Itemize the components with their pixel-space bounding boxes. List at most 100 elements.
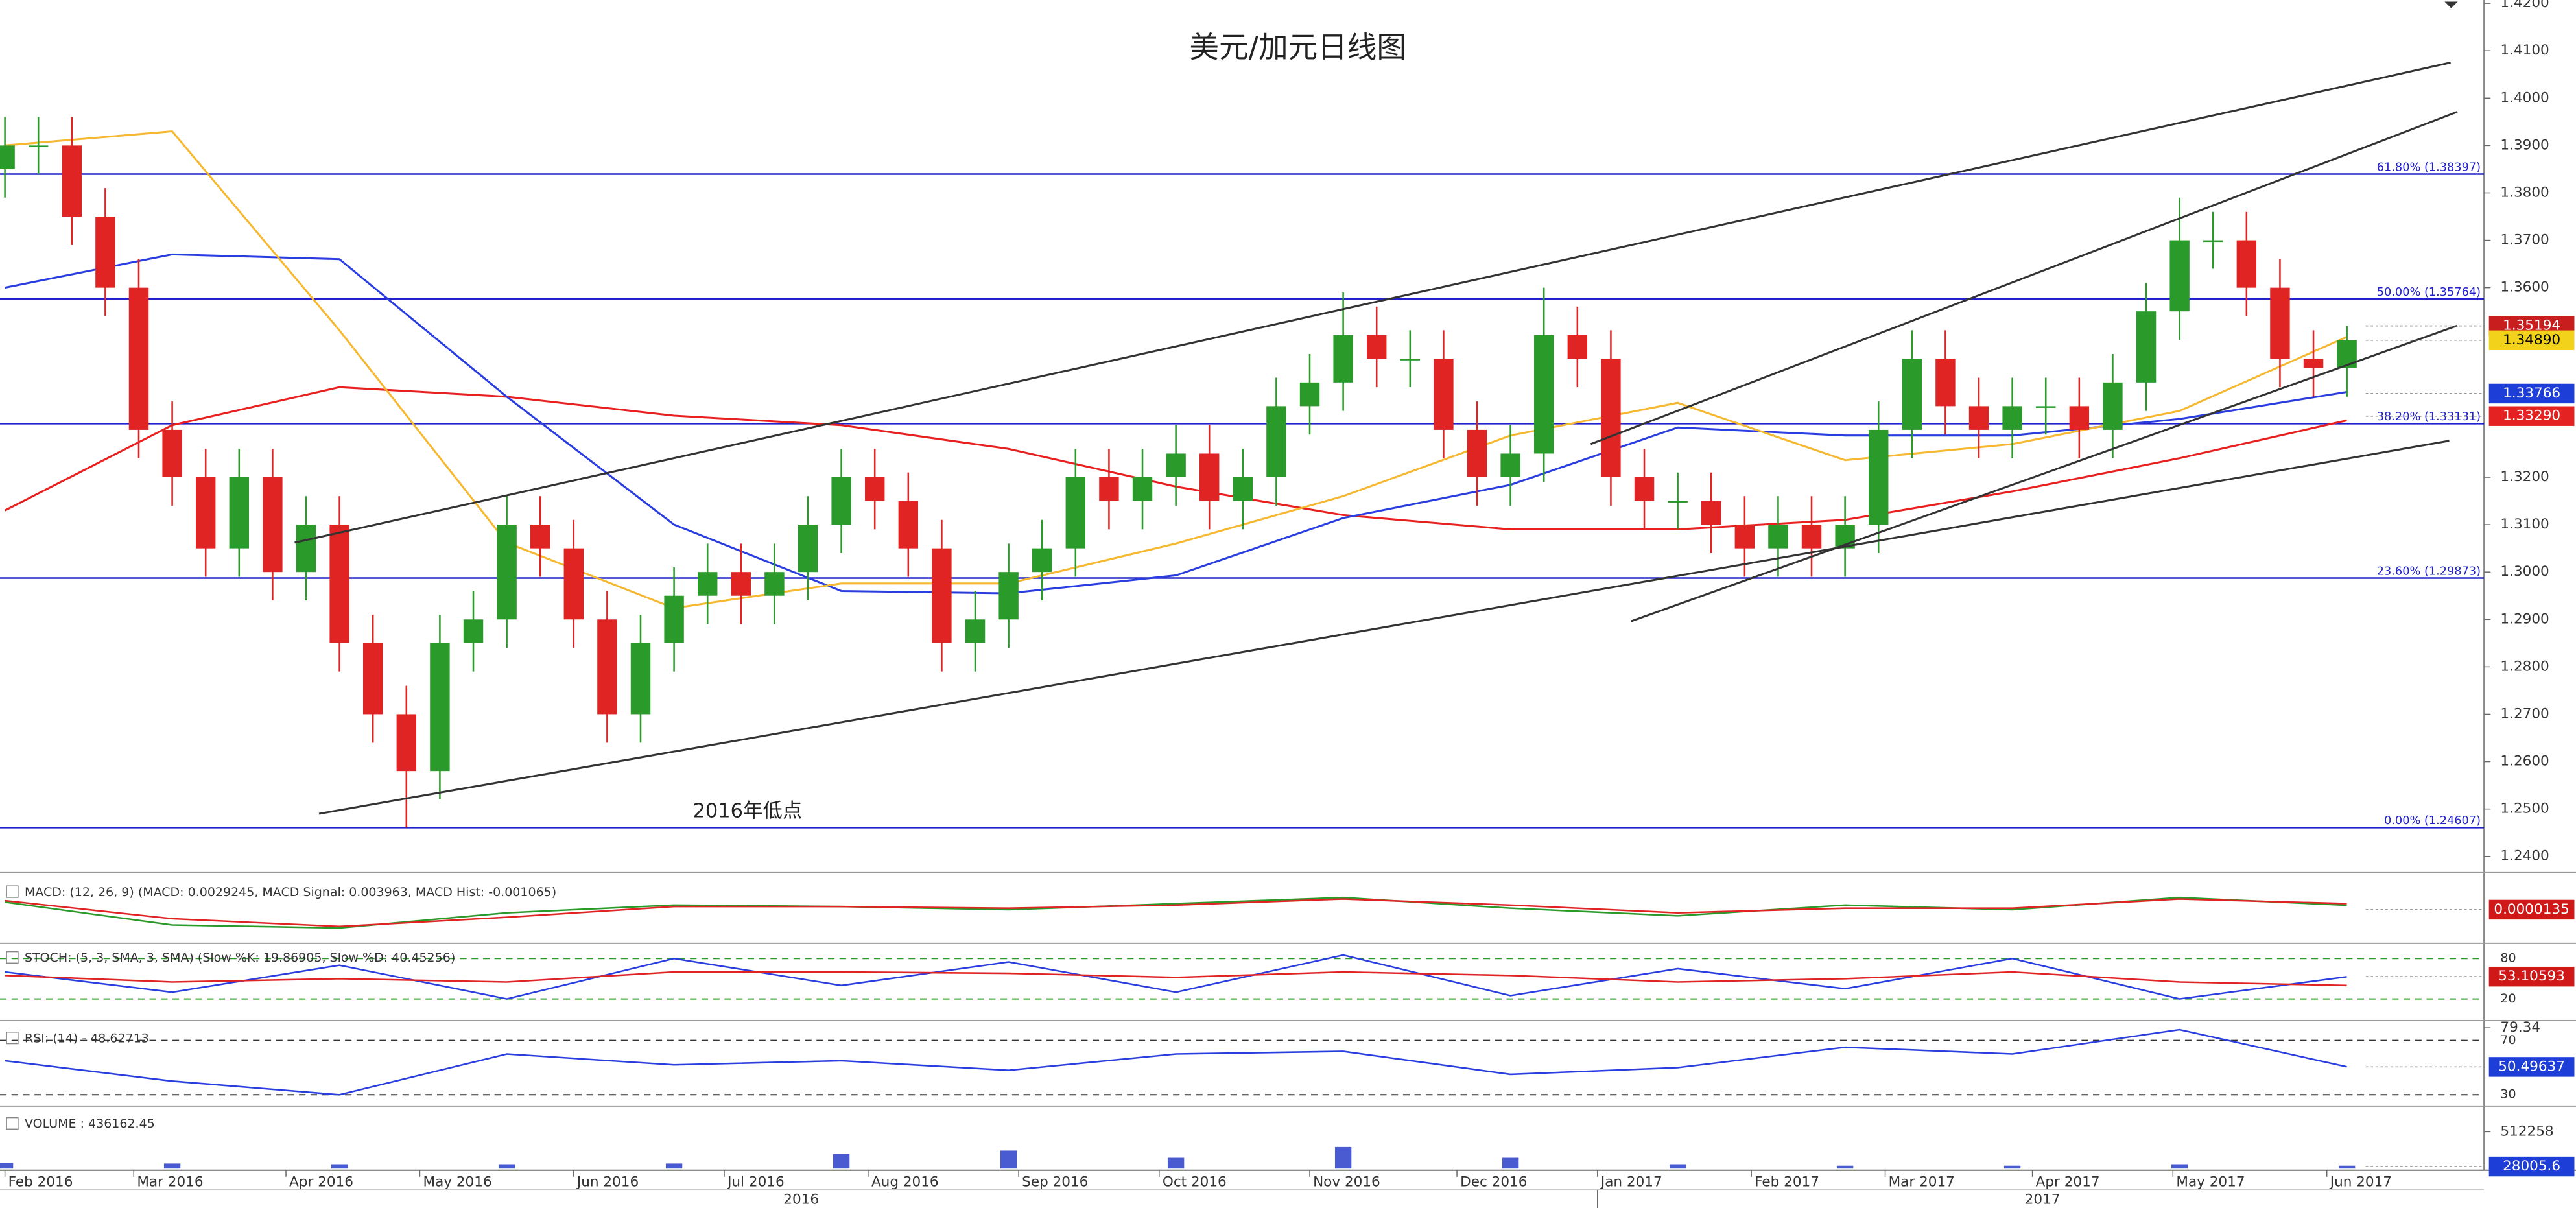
volume-bar xyxy=(498,1164,515,1169)
level-label: 70 xyxy=(2500,1033,2516,1047)
level-label: 80 xyxy=(2500,951,2516,965)
candle-body xyxy=(1099,477,1119,501)
candle-body xyxy=(1400,359,1421,361)
y-tick-label: 79.34 xyxy=(2500,1019,2540,1036)
volume-bar xyxy=(1502,1157,1519,1169)
indicator-line xyxy=(5,1028,2347,1096)
panel-title: MACD: (12, 26, 9) (MACD: 0.0029245, MACD… xyxy=(25,885,556,899)
price-marker-label: 1.33290 xyxy=(2503,408,2560,424)
candle-body xyxy=(798,525,818,573)
candle-body xyxy=(831,477,851,525)
candle-body xyxy=(865,477,885,501)
price-marker-label: 53.10593 xyxy=(2498,968,2565,984)
x-tick-label: Jan 2017 xyxy=(1600,1174,1662,1190)
y-tick-label: 1.2700 xyxy=(2500,705,2549,722)
candle-body xyxy=(1500,453,1520,478)
x-tick-label: Mar 2016 xyxy=(137,1174,203,1190)
price-marker xyxy=(2488,406,2575,426)
y-tick-label: 1.3900 xyxy=(2500,137,2549,153)
level-label: 20 xyxy=(2500,991,2516,1006)
candle-body xyxy=(1567,335,1588,359)
candle-body xyxy=(128,287,149,430)
candle-body xyxy=(1902,359,1922,430)
chart-title: 美元/加元日线图 xyxy=(1189,30,1406,65)
indicator-line xyxy=(5,898,2347,928)
candle-body xyxy=(28,145,49,147)
candle-body xyxy=(1333,335,1353,383)
y-tick-label: 1.2400 xyxy=(2500,848,2549,864)
y-tick-label: 1.3600 xyxy=(2500,279,2549,296)
moving-average xyxy=(5,253,2347,595)
candle-body xyxy=(329,525,349,643)
price-marker-label: 50.49637 xyxy=(2498,1058,2565,1074)
annotation: 2016年低点 xyxy=(693,800,803,823)
candle-body xyxy=(1734,525,1755,549)
candle-body xyxy=(1801,525,1822,549)
volume-bar xyxy=(1836,1165,1854,1169)
candle-body xyxy=(1601,359,1621,478)
panel-icon xyxy=(6,1117,19,1130)
trend-line xyxy=(294,61,2451,544)
x-tick-label: Apr 2016 xyxy=(289,1174,353,1190)
candle-body xyxy=(497,525,517,620)
candle-body xyxy=(430,643,450,772)
candle-body xyxy=(1132,477,1153,501)
candle-body xyxy=(664,595,684,643)
x-tick-label: Mar 2017 xyxy=(1889,1174,1955,1190)
indicator-line xyxy=(5,954,2347,1000)
x-tick-label: Feb 2016 xyxy=(8,1174,73,1190)
panel-title: RSI: (14) - 48.62713 xyxy=(25,1031,149,1045)
x-tick-label: Nov 2016 xyxy=(1313,1174,1380,1190)
y-tick-label: 512258 xyxy=(2500,1123,2553,1139)
candle-body xyxy=(263,477,283,573)
panel-icon xyxy=(6,1032,19,1045)
candle-body xyxy=(0,145,15,169)
panel-title: VOLUME : 436162.45 xyxy=(25,1117,155,1131)
candle-body xyxy=(2136,311,2157,383)
candle-body xyxy=(2036,406,2056,408)
candle-body xyxy=(1299,382,1320,407)
y-tick-label: 1.4000 xyxy=(2500,89,2549,106)
volume-bar xyxy=(2003,1165,2021,1169)
candle-body xyxy=(630,643,651,715)
candle-body xyxy=(1166,453,1186,478)
x-tick-label: Sep 2016 xyxy=(1022,1174,1088,1190)
x-tick-label: Dec 2016 xyxy=(1460,1174,1527,1190)
volume-bar xyxy=(331,1164,348,1169)
fib-label: 0.00% (1.24607) xyxy=(2384,814,2481,827)
candle-body xyxy=(764,572,785,596)
candle-body xyxy=(530,525,550,549)
x-tick-label: Apr 2017 xyxy=(2036,1174,2100,1190)
y-tick-label: 1.3800 xyxy=(2500,184,2549,200)
candle-body xyxy=(229,477,250,549)
candle-body xyxy=(965,619,986,643)
price-marker xyxy=(2488,383,2575,404)
candle-body xyxy=(1367,335,1387,359)
candle-body xyxy=(2303,359,2324,368)
y-tick-label: 1.2600 xyxy=(2500,753,2549,770)
candle-body xyxy=(363,643,383,715)
price-marker-label: 28005.6 xyxy=(2503,1158,2560,1174)
candle-body xyxy=(2203,240,2223,243)
candle-body xyxy=(1869,429,1889,525)
price-marker-label: 0.0000135 xyxy=(2494,901,2569,918)
candle-body xyxy=(296,525,316,573)
year-label: 2016 xyxy=(783,1191,819,1207)
x-tick-label: Oct 2016 xyxy=(1163,1174,1227,1190)
volume-bar xyxy=(2338,1165,2356,1169)
candle-body xyxy=(196,477,216,549)
candle-body xyxy=(1768,525,1788,549)
volume-bar xyxy=(1669,1164,1686,1169)
x-tick-label: Feb 2017 xyxy=(1755,1174,1819,1190)
menu-arrow[interactable] xyxy=(2444,1,2458,8)
trend-line xyxy=(318,440,2450,815)
candle-body xyxy=(932,548,952,643)
y-tick-label: 1.4100 xyxy=(2500,42,2549,58)
candle-body xyxy=(1968,406,1989,430)
panel-title: STOCH: (5, 3, SMA, 3, SMA) (Slow %K: 19.… xyxy=(25,951,455,965)
candle-body xyxy=(396,714,417,772)
trend-line xyxy=(1630,324,2458,622)
volume-bar xyxy=(1000,1150,1017,1169)
